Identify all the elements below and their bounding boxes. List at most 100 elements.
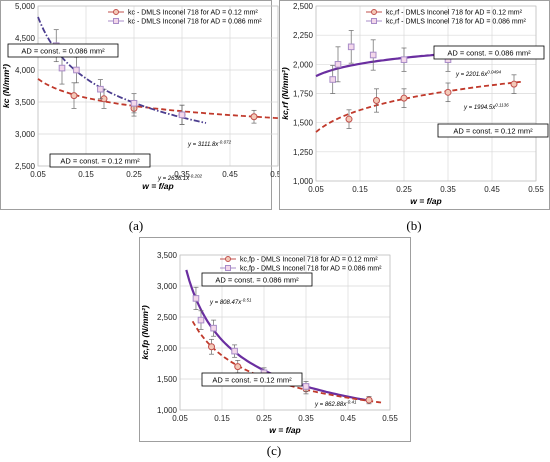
x-axis-label: w = f/ap: [269, 425, 300, 435]
data-point: [365, 396, 373, 404]
data-point: [197, 316, 205, 324]
legend-marker: [371, 18, 377, 24]
data-point: [208, 343, 215, 351]
x-tick-label: 0.05: [172, 414, 188, 423]
annotation-text: AD = const. = 0.086 mm²: [215, 276, 299, 285]
data-point: [73, 66, 80, 74]
fit-equation: y = 2201.6x0.0494: [455, 70, 501, 79]
panel-label: (c): [267, 443, 281, 458]
panel-b: 1,000 1,250 1,500 1,750 2,000 2,250 2,500 0.05 0…: [279, 0, 550, 210]
y-tick-label: 2,500: [293, 2, 314, 11]
y-tick-label: 4,500: [15, 34, 36, 43]
y-tick-label: 3,000: [15, 130, 36, 139]
data-point: [130, 99, 138, 107]
x-tick-label: 0.35: [174, 170, 190, 179]
x-tick-label: 0.55: [270, 170, 286, 179]
x-tick-label: 0.25: [396, 185, 412, 194]
y-tick-label: 4,000: [15, 66, 36, 75]
legend-marker: [113, 18, 119, 24]
panel-label: (b): [406, 218, 421, 233]
legend-marker: [225, 256, 231, 262]
annotation-text: AD = const. = 0.12 mm²: [453, 127, 533, 136]
legend-entry: kc - DMLS Inconel 718 for AD = 0.086 mm²: [128, 19, 262, 26]
y-tick-label: 2,500: [157, 313, 178, 322]
fit-equation: y = 1994.5x0.1136: [463, 103, 509, 112]
data-point: [334, 61, 342, 68]
x-tick-label: 0.55: [528, 185, 544, 194]
annotation-box: [433, 45, 545, 60]
x-axis-label: w = f/ap: [142, 181, 173, 191]
data-point: [58, 64, 66, 72]
data-point: [250, 113, 258, 121]
x-tick-label: 0.55: [382, 414, 398, 423]
data-point: [234, 363, 242, 371]
x-tick-label: 0.35: [298, 414, 314, 423]
annotation-text: AD = const. = 0.086 mm²: [447, 49, 531, 58]
y-axis-label: kc,rf (N/mm²): [280, 67, 290, 120]
legend-entry: kc,rf - DMLS Inconel 718 for AD = 0.086 …: [386, 19, 527, 26]
data-point: [302, 383, 310, 390]
fit-equation: y = 862.88x-0.41: [314, 400, 357, 409]
y-axis-label: kc,fp (N/mm²): [140, 305, 150, 359]
legend-entry: kc,fp - DMLS Inconel 718 for AD = 0.086 …: [240, 266, 382, 273]
y-tick-label: 1,750: [293, 90, 314, 99]
data-point: [510, 80, 518, 88]
legend: kc,rf - DMLS Inconel 718 for AD = 0.12 m…: [366, 9, 527, 26]
plot-area: [315, 5, 537, 182]
annotation-box: [49, 153, 151, 168]
y-tick-label: 3,000: [157, 282, 178, 291]
plot-area: [37, 5, 279, 167]
data-point: [369, 51, 377, 59]
data-point: [70, 92, 78, 100]
panel-frame: [279, 0, 550, 210]
annotation-box: [201, 372, 303, 387]
fit-equation: y = 808.47x-0.51: [209, 298, 252, 307]
y-tick-label: 1,000: [293, 177, 314, 186]
legend: kc - DMLS Inconel 718 for AD = 0.12 mm² k…: [108, 9, 262, 26]
annotation-text: AD = const. = 0.12 mm²: [212, 376, 292, 385]
annotation-box: [437, 123, 549, 138]
y-tick-label: 5,000: [15, 2, 36, 11]
fit-curve: [315, 80, 523, 133]
legend: kc,fp - DMLS Inconel 718 for AD = 0.12 m…: [220, 256, 382, 273]
x-tick-label: 0.45: [222, 170, 238, 179]
data-point: [444, 88, 452, 96]
data-point: [400, 94, 408, 102]
data-point: [210, 324, 217, 332]
legend-marker: [371, 9, 377, 15]
y-tick-label: 3,500: [157, 251, 178, 260]
y-tick-label: 2,000: [293, 60, 314, 69]
annotation-box: [7, 43, 119, 58]
legend-marker: [225, 265, 231, 271]
x-axis-label: w = f/ap: [410, 196, 441, 206]
y-tick-label: 2,500: [15, 162, 36, 171]
plot-area: [179, 254, 391, 411]
panel-c: 1,000 1,500 2,000 2,500 3,000 3,500 0.05 0.15 0.…: [139, 237, 411, 442]
fit-equation: y = 3111.8x-0.072: [187, 140, 232, 149]
data-point: [329, 76, 337, 83]
legend-entry: kc,rf - DMLS Inconel 718 for AD = 0.12 m…: [386, 10, 523, 17]
fit-equation: y = 2636.1x-0.202: [157, 174, 202, 183]
data-point: [97, 85, 104, 93]
x-tick-label: 0.15: [78, 170, 94, 179]
y-tick-label: 1,500: [157, 375, 178, 384]
data-point: [192, 295, 200, 302]
data-point: [347, 43, 355, 51]
data-point: [178, 111, 186, 119]
legend-entry: kc,fp - DMLS Inconel 718 for AD = 0.12 m…: [240, 257, 378, 264]
y-tick-label: 1,500: [293, 119, 314, 128]
annotation-text: AD = const. = 0.086 mm²: [21, 47, 105, 56]
data-point: [345, 115, 353, 123]
fit-curve: [191, 320, 382, 404]
data-point: [231, 347, 238, 355]
y-axis-label: kc (N/mm²): [1, 64, 11, 108]
panel-label: (a): [129, 218, 143, 233]
x-tick-label: 0.05: [308, 185, 324, 194]
annotation-text: AD = const. = 0.12 mm²: [60, 157, 140, 166]
y-tick-label: 1,000: [157, 406, 178, 415]
y-tick-label: 2,000: [157, 344, 178, 353]
x-tick-label: 0.15: [214, 414, 230, 423]
x-tick-label: 0.35: [440, 185, 456, 194]
panel-a: 2,500 3,000 3,500 4,000 4,500 5,000 0.05 0.15 0.…: [0, 0, 286, 210]
